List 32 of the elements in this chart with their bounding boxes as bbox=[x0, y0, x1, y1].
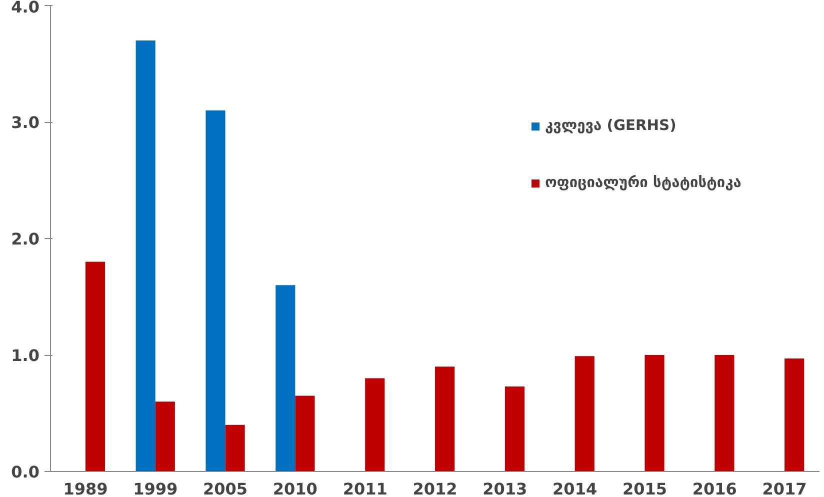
x-tick-label: 2016 bbox=[692, 480, 737, 497]
bar bbox=[504, 386, 524, 472]
x-tick-label: 2013 bbox=[482, 480, 528, 497]
bar bbox=[206, 110, 226, 472]
x-tick-label: 2012 bbox=[412, 480, 458, 497]
bar bbox=[574, 356, 594, 472]
x-tick-label: 2014 bbox=[552, 480, 598, 497]
y-tick-label: 0.0 bbox=[11, 462, 40, 482]
y-tick-label: 1.0 bbox=[11, 346, 40, 365]
bar bbox=[784, 358, 804, 472]
bar bbox=[365, 378, 385, 472]
bar bbox=[225, 424, 245, 472]
bar bbox=[155, 402, 175, 472]
y-tick-label: 4.0 bbox=[11, 0, 40, 16]
bar bbox=[136, 40, 156, 472]
legend-label: კვლევა (GERHS) bbox=[545, 117, 676, 134]
y-tick-label: 2.0 bbox=[11, 230, 40, 248]
bar bbox=[435, 366, 455, 472]
x-tick-label: 1989 bbox=[63, 480, 108, 497]
legend-label: ოფიციალური სტატისტიკა bbox=[545, 174, 742, 191]
x-tick-label: 2010 bbox=[272, 480, 318, 497]
x-tick-label: 2005 bbox=[203, 480, 248, 497]
bar bbox=[295, 396, 315, 472]
bar bbox=[85, 262, 106, 472]
x-tick-label: 2017 bbox=[762, 480, 807, 497]
x-tick-label: 2011 bbox=[342, 480, 388, 497]
x-tick-label: 2015 bbox=[622, 480, 667, 497]
bar bbox=[714, 355, 734, 472]
x-tick-label: 1999 bbox=[133, 480, 178, 497]
y-tick-label: 3.0 bbox=[11, 113, 40, 132]
bar bbox=[276, 285, 296, 472]
bar bbox=[644, 355, 664, 472]
